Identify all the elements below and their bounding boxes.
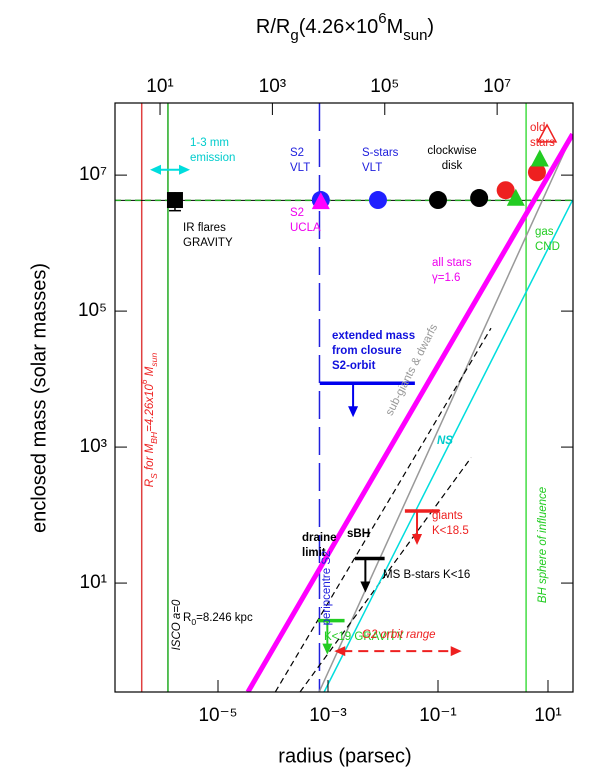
text-segment: R — [183, 612, 191, 624]
annotation: UCLA — [290, 222, 321, 234]
annotation: limit — [302, 547, 326, 559]
x2-axis-label: R/Rg(4.26×106Msun) — [256, 10, 434, 44]
marker — [428, 191, 447, 210]
annotation: BH sphere of influence — [537, 487, 549, 603]
text-segment: R/R — [256, 16, 290, 38]
annotation: S2-orbit — [332, 360, 376, 372]
arrow-head — [179, 164, 191, 175]
text-segment: 6 — [139, 379, 149, 384]
x-axis-label: radius (parsec) — [278, 745, 411, 767]
annotation: IR flares — [183, 222, 226, 234]
arrow-head — [334, 646, 346, 657]
annotation: giants — [432, 510, 463, 522]
annotation: G2 orbit range — [362, 629, 436, 641]
annotation: 1-3 mm — [190, 137, 229, 149]
text-segment: 6 — [378, 10, 386, 27]
y-tick-label: 10⁵ — [78, 300, 107, 321]
y-tick-label: 10¹ — [80, 572, 107, 593]
x2-tick-label: 10⁷ — [483, 76, 511, 97]
text-segment: for M — [144, 443, 156, 473]
annotation: disk — [442, 160, 463, 172]
annotation: MS B-stars K<16 — [383, 569, 470, 581]
y-axis-label: enclosed mass (solar masses) — [28, 263, 50, 533]
model-line — [245, 132, 573, 692]
annotation: draine — [302, 532, 337, 544]
annotation: K<18.5 — [432, 525, 469, 537]
text-segment: (4.26×10 — [299, 16, 379, 38]
annotation: S2 — [290, 147, 304, 159]
text-segment: BH — [149, 431, 159, 444]
marker — [496, 181, 515, 200]
x2-tick-label: 10¹ — [146, 76, 173, 97]
model-line — [299, 457, 472, 692]
plot-frame — [114, 102, 574, 693]
x-tick-label: 10⁻⁵ — [198, 705, 237, 726]
marker — [530, 149, 549, 167]
marker — [470, 189, 489, 208]
arrow-head — [360, 581, 371, 593]
marker — [527, 163, 546, 182]
annotation: from closure — [332, 345, 402, 357]
text-segment: M — [144, 366, 156, 379]
marker — [311, 192, 330, 210]
plot — [115, 103, 573, 692]
annotation: R0=8.246 kpc — [183, 612, 253, 627]
arrow-head — [348, 406, 359, 418]
marker — [368, 191, 387, 210]
marker — [166, 192, 183, 209]
x2-tick-label: 10³ — [259, 76, 286, 97]
annotation: old — [530, 122, 545, 134]
annotation: clockwise — [427, 145, 476, 157]
text-segment: sun — [403, 27, 427, 44]
annotation: γ=1.6 — [432, 272, 460, 284]
marker — [506, 188, 525, 206]
annotation: GRAVITY — [183, 237, 233, 249]
annotation: peripcentre S2 — [321, 551, 333, 626]
annotation: all stars — [432, 257, 472, 269]
text-segment: R — [144, 479, 156, 487]
annotation: extended mass — [332, 330, 415, 342]
annotation: K<19 GRAVITY — [324, 631, 404, 643]
y-tick-label: 10³ — [80, 436, 107, 457]
text-segment: =4.26x10 — [144, 384, 156, 432]
annotation: CND — [535, 241, 560, 253]
annotation: ISCO a=0 — [171, 599, 183, 650]
text-segment: 0 — [191, 617, 196, 627]
annotation: VLT — [362, 162, 382, 174]
text-segment: g — [290, 27, 298, 44]
arrow-head — [412, 533, 423, 545]
text-segment: ) — [427, 16, 434, 38]
annotation: sBH — [347, 528, 370, 540]
model-line — [274, 327, 492, 692]
x2-tick-label: 10⁵ — [370, 76, 399, 97]
x-tick-label: 10⁻³ — [309, 705, 347, 726]
model-line — [318, 139, 571, 692]
annotation: emission — [190, 152, 235, 164]
annotation: S2 — [290, 207, 304, 219]
model-line — [323, 199, 573, 692]
annotation: VLT — [290, 162, 310, 174]
annotation: RS for MBH=4.26x106 Msun — [139, 353, 159, 488]
text-segment: =8.246 kpc — [196, 612, 253, 624]
annotation: stars — [530, 137, 555, 149]
text-segment: sun — [149, 353, 159, 367]
y-tick-label: 10⁷ — [79, 164, 107, 185]
annotation: S-stars — [362, 147, 399, 159]
x-tick-label: 10⁻¹ — [419, 705, 457, 726]
arrow-head — [149, 164, 161, 175]
text-segment: M — [387, 16, 404, 38]
annotation: gas — [535, 226, 554, 238]
arrow-head — [322, 643, 333, 655]
arrow-head — [450, 646, 462, 657]
x-tick-label: 10¹ — [534, 705, 561, 726]
text-segment: S — [149, 473, 159, 479]
marker — [536, 123, 558, 143]
annotation: NS — [437, 435, 453, 447]
